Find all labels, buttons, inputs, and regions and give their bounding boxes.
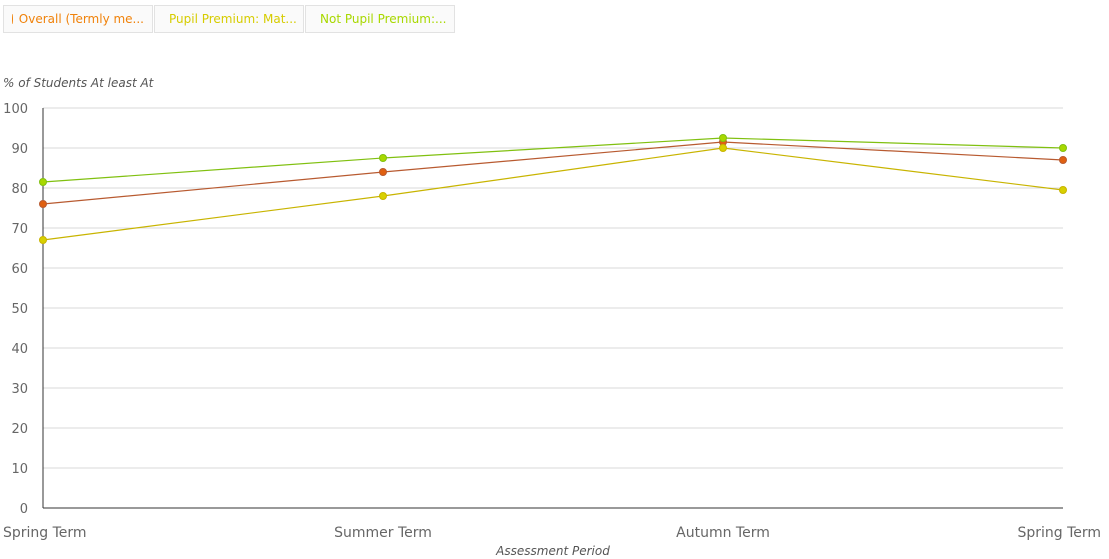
chart-legend: Overall (Termly me... Pupil Premium: Mat… <box>3 5 456 33</box>
y-tick-label: 80 <box>11 182 28 197</box>
x-tick-label: Summer Term <box>334 525 432 541</box>
y-tick-label: 10 <box>11 462 28 477</box>
y-tick-label: 0 <box>20 502 28 517</box>
data-point <box>1059 144 1067 152</box>
y-tick-label: 50 <box>11 302 28 317</box>
x-tick-label: Spring Term <box>1017 525 1101 541</box>
data-point <box>1059 186 1067 194</box>
y-tick-label: 20 <box>11 422 28 437</box>
data-point <box>1059 156 1067 164</box>
x-tick-label: Spring Term <box>3 525 87 541</box>
data-point <box>39 178 47 186</box>
y-tick-label: 40 <box>11 342 28 357</box>
y-tick-label: 60 <box>11 262 28 277</box>
legend-item-pupil-premium[interactable]: Pupil Premium: Mat... <box>154 5 304 33</box>
data-point <box>39 236 47 244</box>
series-line <box>42 137 1064 183</box>
data-point <box>379 192 387 200</box>
legend-item-overall[interactable]: Overall (Termly me... <box>3 5 153 33</box>
y-tick-label: 100 <box>3 102 28 117</box>
legend-label: Overall (Termly me... <box>18 12 144 26</box>
legend-item-not-pupil-premium[interactable]: Not Pupil Premium:... <box>305 5 455 33</box>
legend-label: Pupil Premium: Mat... <box>169 12 297 26</box>
data-point <box>719 144 727 152</box>
y-axis-label: % of Students At least At <box>3 76 155 90</box>
axis-layer: 0 10 20 30 40 50 60 70 80 90 100 Spring Term Summer … <box>3 102 1101 541</box>
y-tick-label: 30 <box>11 382 28 397</box>
x-tick-label: Autumn Term <box>676 525 770 541</box>
series-line <box>42 141 1064 205</box>
series-line <box>42 147 1064 241</box>
grid-layer <box>43 107 1063 469</box>
x-axis-label: Assessment Period <box>495 544 610 558</box>
series-layer <box>39 134 1067 244</box>
data-point <box>379 168 387 176</box>
legend-dot-icon <box>12 14 13 24</box>
y-tick-label: 90 <box>11 142 28 157</box>
data-point <box>719 134 727 142</box>
data-point <box>39 200 47 208</box>
legend-label: Not Pupil Premium:... <box>320 12 447 26</box>
data-point <box>379 154 387 162</box>
y-tick-label: 70 <box>11 222 28 237</box>
